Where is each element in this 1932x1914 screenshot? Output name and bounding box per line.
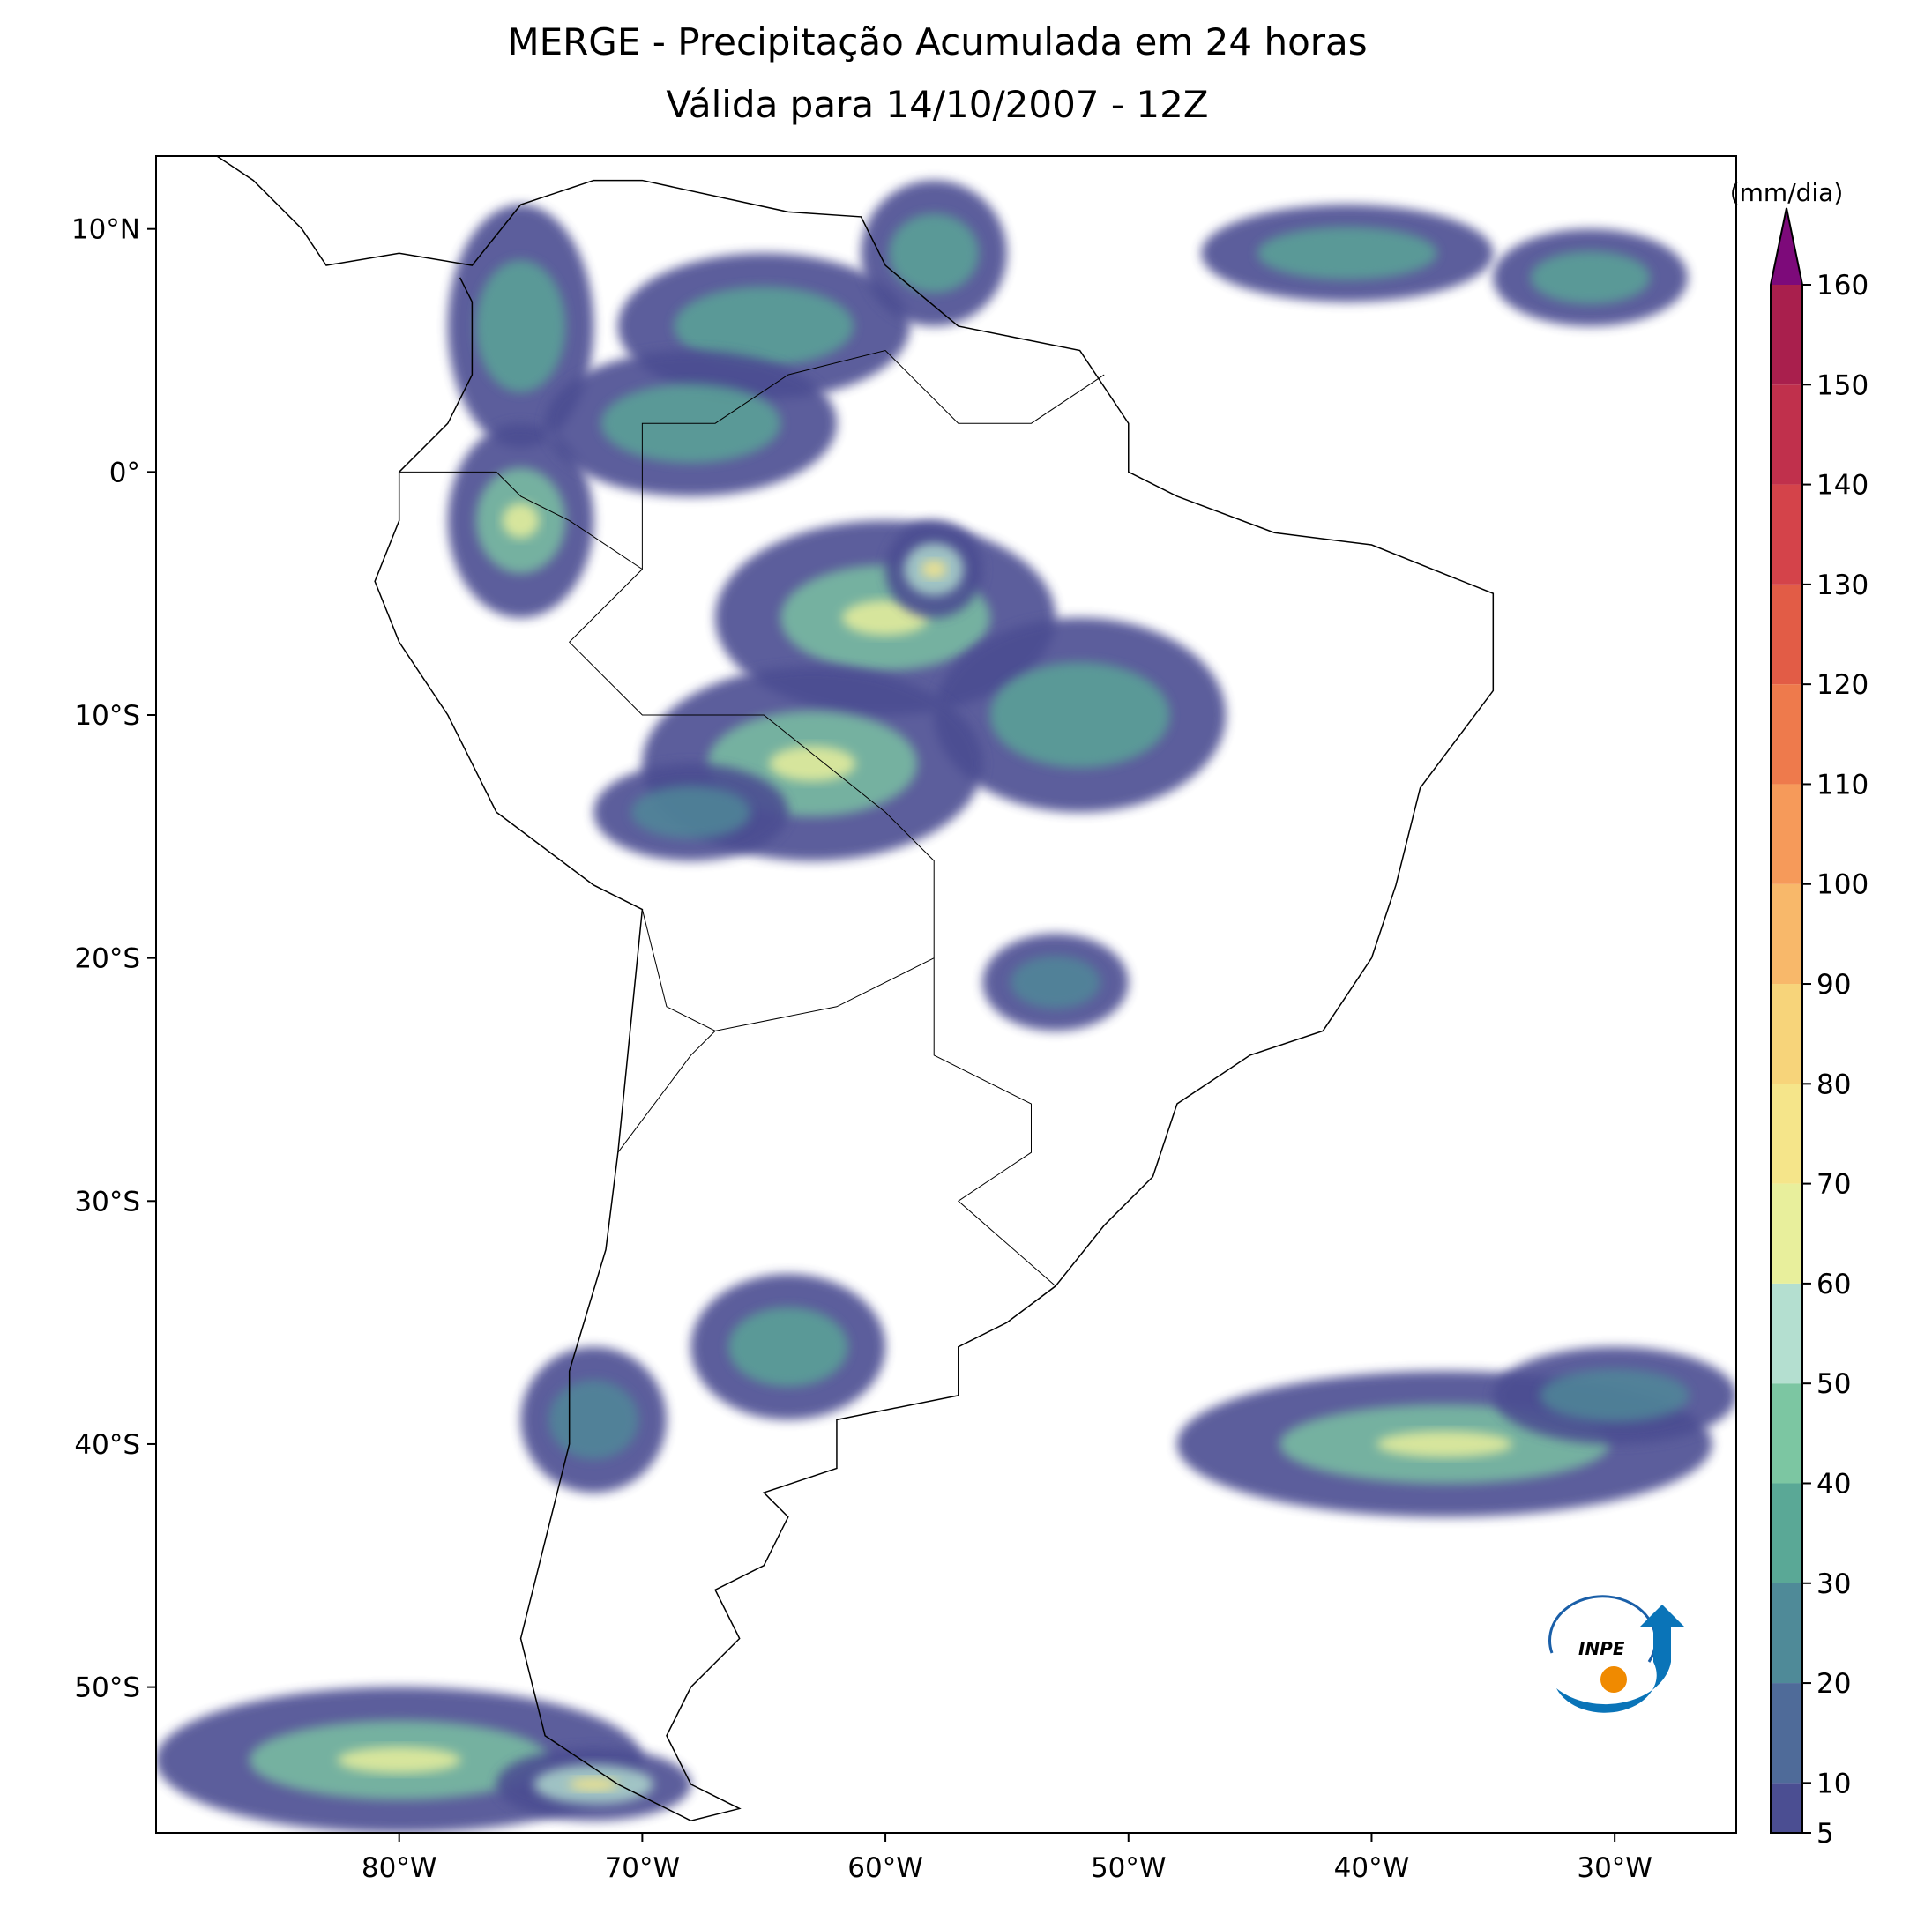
colorbar-tick-label: 120 [1816,669,1869,701]
colorbar-tick-label: 60 [1816,1269,1851,1300]
logo-arrow [1556,1605,1684,1713]
colorbar-tick-label: 80 [1816,1069,1851,1100]
colorbar-segment [1771,1283,1802,1384]
x-tick-label: 60°W [847,1852,923,1884]
precip-core [1376,1430,1513,1457]
colorbar-label: (mm/dia) [1730,178,1844,207]
y-tick-label: 10°S [74,700,140,732]
y-tick-label: 50°S [74,1672,140,1704]
precip-core [569,1777,619,1791]
precip-core [337,1746,461,1774]
colorbar-tick-label: 110 [1816,769,1869,801]
colorbar-segment [1771,1483,1802,1583]
colorbar-tick-label: 90 [1816,969,1851,1001]
colorbar-tick-label: 5 [1816,1818,1834,1850]
border [568,349,1105,1031]
precip-area [674,286,854,366]
y-tick-label: 0° [109,457,140,488]
colorbar-segment [1771,883,1802,985]
colorbar-segment [1771,984,1802,1084]
colorbar-tick-label: 130 [1816,570,1869,601]
colorbar-segment [1771,285,1802,385]
precip-area [630,786,751,839]
precip-area [548,1380,639,1460]
colorbar-tick-label: 10 [1816,1768,1851,1799]
colorbar-tick-label: 50 [1816,1368,1851,1400]
colorbar-extend [1771,208,1802,285]
precip-area [1011,956,1101,1009]
logo: INPE [1548,1595,1684,1713]
x-tick-label: 30°W [1577,1852,1652,1884]
colorbar-tick-label: 160 [1816,270,1869,302]
colorbar-segment [1771,784,1802,884]
colorbar-segment [1771,1683,1802,1784]
colorbar: 5 10 20 30 40 50 60 70 80 90 100 110 120 130 140 150 160… [1730,178,1869,1850]
logo-text: INPE [1578,1638,1625,1659]
precip-area [727,1307,848,1387]
y-tick-label: 20°S [74,943,140,975]
y-tick-label: 40°S [74,1429,140,1461]
precip-core [769,746,856,782]
colorbar-segment [1771,1183,1802,1284]
border [617,1030,716,1153]
x-tick-label: 40°W [1334,1852,1410,1884]
colorbar-tick-label: 70 [1816,1169,1851,1201]
x-tick-label: 70°W [605,1852,681,1884]
logo-dot [1600,1666,1627,1693]
plot-frame [155,155,1737,1834]
precip-area [1540,1368,1690,1422]
precip-core [921,560,947,578]
title-line: MERGE - Precipitação Acumulada em 24 hor… [507,20,1367,63]
precip-core [502,503,540,539]
colorbar-tick-label: 100 [1816,869,1869,901]
y-tick-label: 10°N [71,214,140,246]
border [933,957,1056,1287]
y-tick-label: 30°S [74,1186,140,1218]
colorbar-segment [1771,1084,1802,1184]
colorbar-tick-label: 40 [1816,1468,1851,1500]
colorbar-segment [1771,484,1802,585]
colorbar-segment [1771,584,1802,685]
x-tick-label: 50°W [1091,1852,1167,1884]
colorbar-segment [1771,684,1802,785]
colorbar-tick-label: 150 [1816,369,1869,401]
colorbar-tick-label: 30 [1816,1568,1851,1600]
title-line: Válida para 14/10/2007 - 12Z [666,83,1208,126]
colorbar-tick-label: 140 [1816,470,1869,502]
coastline [216,156,1495,1822]
precip-area [889,213,980,294]
colorbar-segment [1771,1383,1802,1484]
colorbar-tick-label: 20 [1816,1668,1851,1700]
precip-area [1530,250,1651,304]
colorbar-segment [1771,1783,1802,1833]
precip-area [1257,227,1437,280]
x-tick-label: 80°W [362,1852,437,1884]
colorbar-segment [1771,384,1802,485]
precip-area [475,259,566,392]
map-area [156,156,1736,1833]
colorbar-segment [1771,1583,1802,1684]
precip-area [989,662,1170,768]
colorbar-frame [1770,207,1803,1834]
border [399,471,643,570]
